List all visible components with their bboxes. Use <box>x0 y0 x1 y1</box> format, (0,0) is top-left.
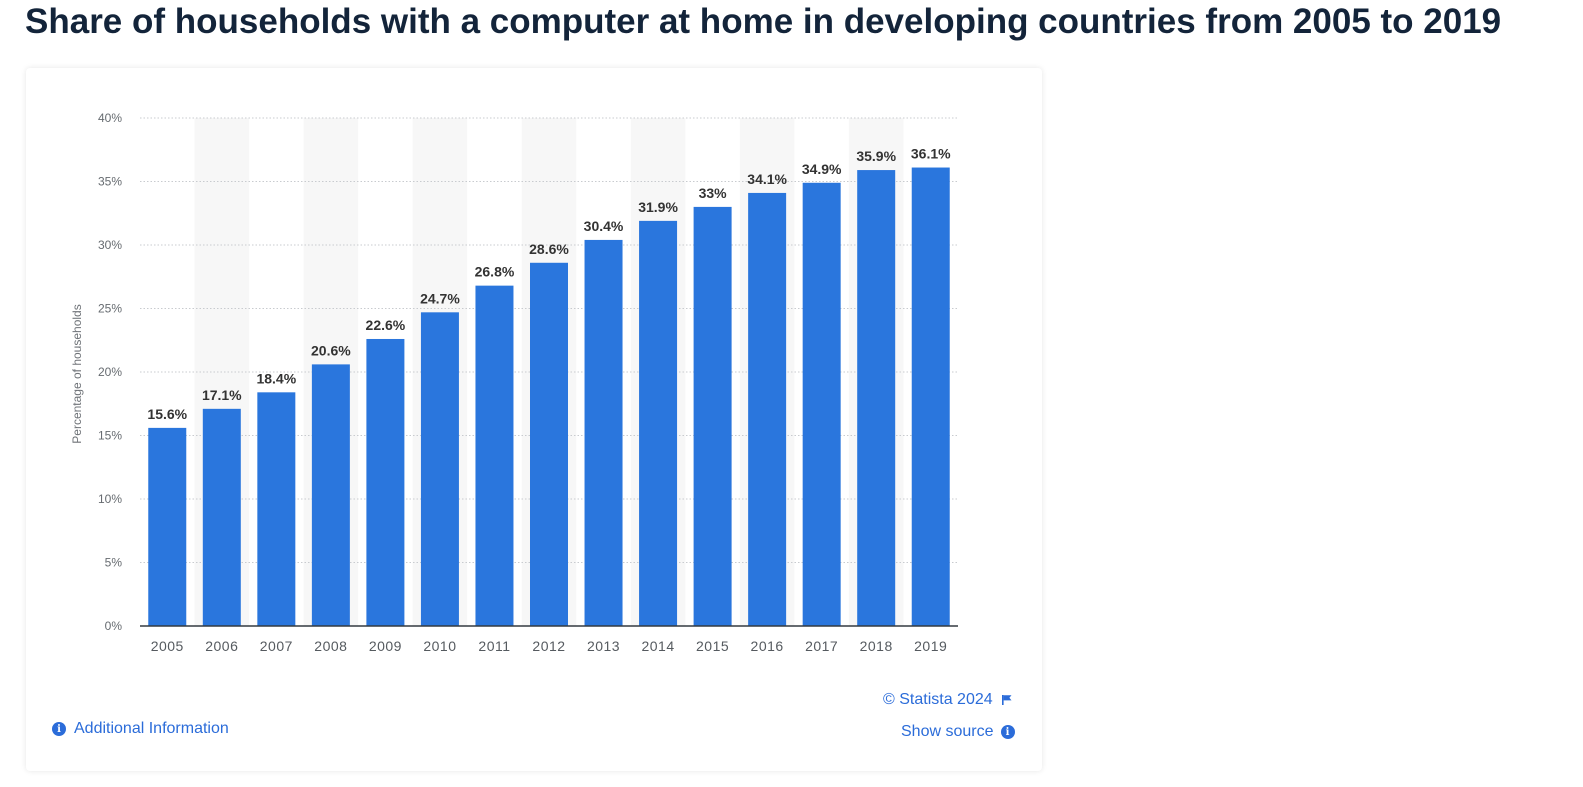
bar <box>366 338 405 626</box>
y-tick-label: 20% <box>98 365 122 379</box>
x-tick-label: 2019 <box>914 638 947 654</box>
x-tick-label: 2017 <box>805 638 838 654</box>
data-label: 20.6% <box>311 342 351 358</box>
data-label: 34.9% <box>802 161 842 177</box>
x-axis-ticks: 2005 2006 2007 2008 2009 2010 2011 2012 2013 2014… <box>151 638 947 654</box>
y-axis-ticks: 0% 5% 10% 15% 20% 25% 30% 35% 40% <box>98 111 122 633</box>
x-tick-label: 2006 <box>205 638 238 654</box>
bar <box>748 192 787 626</box>
flag-icon <box>1001 695 1012 705</box>
bar <box>202 408 241 626</box>
data-label: 28.6% <box>529 241 569 257</box>
bars <box>148 167 950 627</box>
data-label: 18.4% <box>256 370 296 386</box>
x-tick-label: 2005 <box>151 638 184 654</box>
y-tick-label: 40% <box>98 111 122 125</box>
y-axis-label: Percentage of households <box>70 304 84 443</box>
y-tick-label: 25% <box>98 302 122 316</box>
bar-chart: 0% 5% 10% 15% 20% 25% 30% 35% 40% 15.6% 17.1% 18.4… <box>70 111 958 654</box>
data-label: 17.1% <box>202 387 242 403</box>
data-label: 36.1% <box>911 146 951 162</box>
chart-card: 0% 5% 10% 15% 20% 25% 30% 35% 40% 15.6% 17.1% 18.4… <box>26 68 1042 771</box>
x-tick-label: 2013 <box>587 638 620 654</box>
x-tick-label: 2015 <box>696 638 729 654</box>
x-tick-label: 2008 <box>314 638 347 654</box>
y-tick-label: 0% <box>105 619 123 633</box>
copyright-text: © Statista 2024 <box>883 691 993 708</box>
bar <box>420 312 459 626</box>
x-tick-label: 2009 <box>369 638 402 654</box>
data-label: 24.7% <box>420 290 460 306</box>
bar <box>693 206 732 626</box>
data-label: 31.9% <box>638 199 678 215</box>
show-source-link[interactable]: Show source i <box>901 723 1015 741</box>
bar <box>530 262 568 626</box>
bar <box>857 170 896 626</box>
x-tick-label: 2011 <box>478 638 510 654</box>
data-label: 22.6% <box>366 317 406 333</box>
data-label: 26.8% <box>475 264 515 280</box>
show-source-label: Show source <box>901 723 994 740</box>
data-label: 15.6% <box>147 406 187 422</box>
bar <box>802 182 841 626</box>
bar <box>639 220 678 626</box>
y-tick-label: 15% <box>98 429 122 443</box>
y-tick-label: 35% <box>98 175 122 189</box>
data-labels: 15.6% 17.1% 18.4% 20.6% 22.6% 24.7% 26.8% 28.6%… <box>147 146 951 422</box>
page-title: Share of households with a computer at h… <box>25 2 1502 41</box>
x-tick-label: 2010 <box>423 638 456 654</box>
y-tick-label: 30% <box>98 238 122 252</box>
y-tick-label: 10% <box>98 492 122 506</box>
bar <box>475 285 514 626</box>
bar <box>257 392 296 626</box>
y-tick-label: 5% <box>105 556 123 570</box>
statista-credit-link[interactable]: © Statista 2024 <box>883 691 1013 709</box>
x-tick-label: 2012 <box>532 638 565 654</box>
data-label: 30.4% <box>584 218 624 234</box>
x-tick-label: 2014 <box>641 638 674 654</box>
x-tick-label: 2016 <box>751 638 784 654</box>
bar <box>584 239 623 627</box>
x-tick-label: 2018 <box>860 638 893 654</box>
x-tick-label: 2007 <box>260 638 293 654</box>
additional-information-label: Additional Information <box>74 720 229 737</box>
additional-information-link[interactable]: i Additional Information <box>52 720 229 738</box>
info-icon: i <box>52 722 66 736</box>
bar <box>911 167 950 626</box>
data-label: 33% <box>699 185 728 201</box>
bar <box>148 427 187 626</box>
bar <box>311 364 350 626</box>
data-label: 34.1% <box>747 171 787 187</box>
data-label: 35.9% <box>856 148 896 164</box>
info-icon: i <box>1000 725 1015 739</box>
